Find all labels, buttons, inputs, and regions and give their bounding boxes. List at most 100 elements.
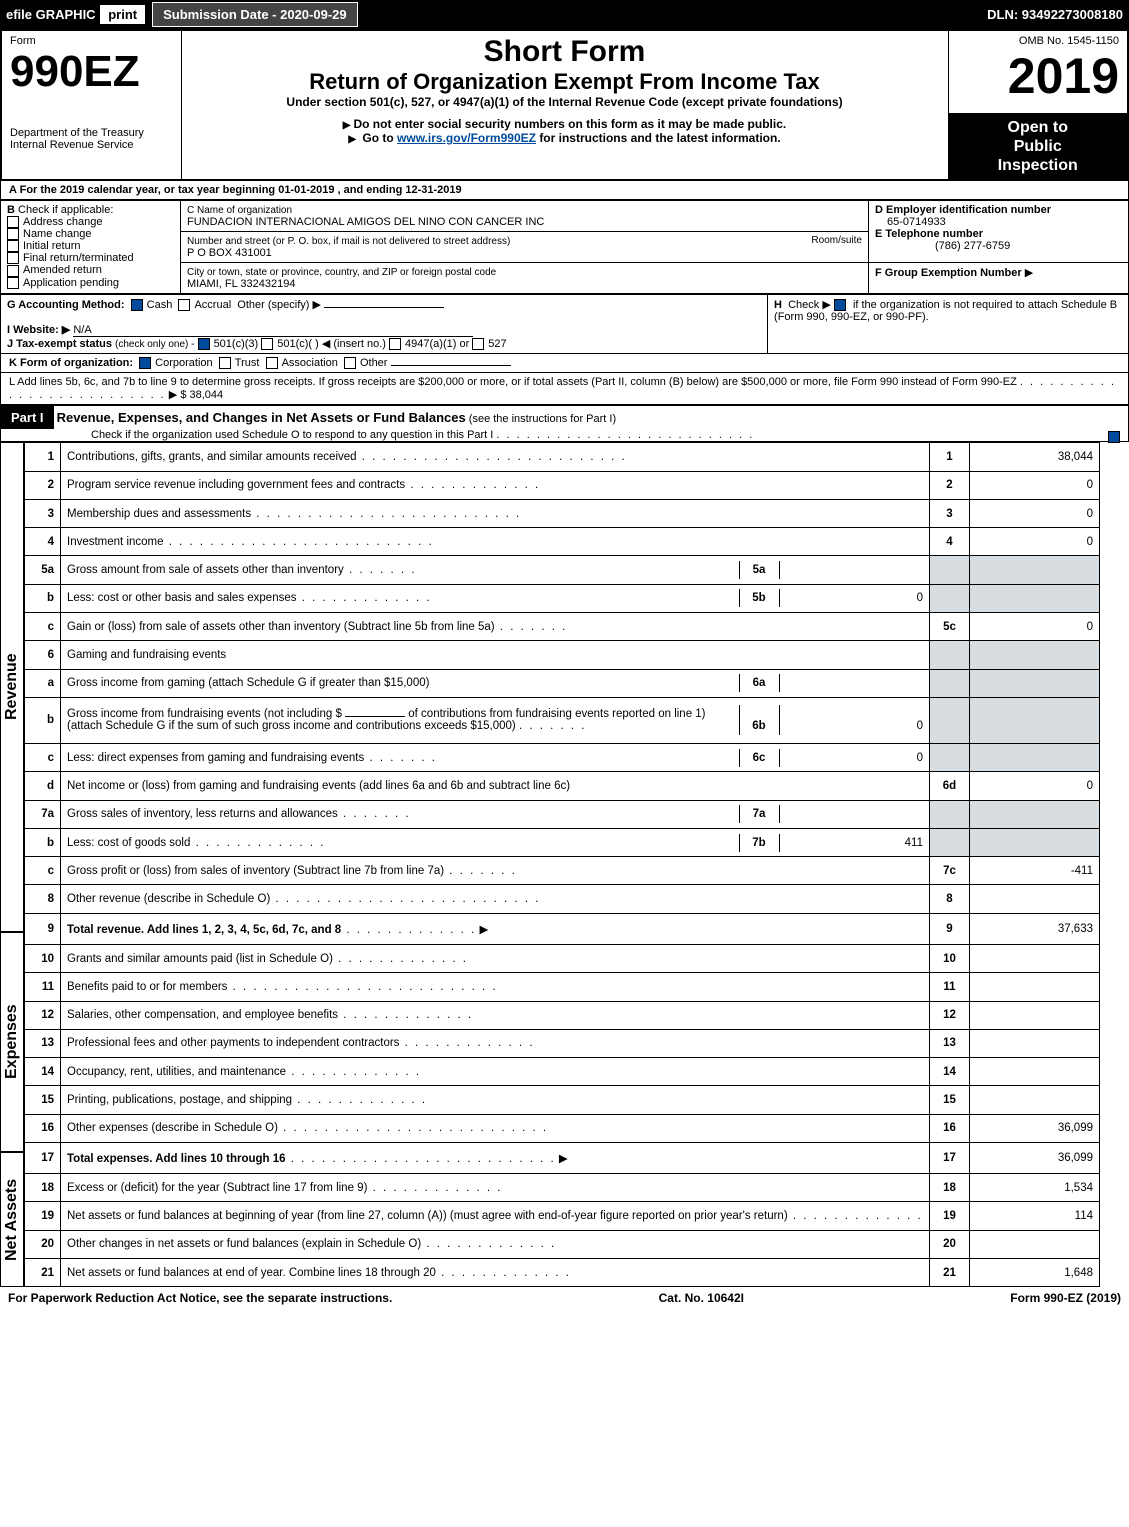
ln8-amt [970,885,1100,913]
chk-assoc[interactable] [266,357,278,369]
chk-name-change[interactable] [7,228,19,240]
dept-label: Department of the Treasury [10,127,173,139]
ln10-num: 10 [25,944,61,972]
chk-accrual[interactable] [178,299,190,311]
opt-501c: 501(c)( ) ◀ (insert no.) [277,338,386,350]
ln12-num: 12 [25,1001,61,1029]
chk-schedule-o[interactable] [1108,431,1120,443]
ln2-num: 2 [25,471,61,499]
ln7a-col [930,800,970,828]
opt-501c3: 501(c)(3) [214,338,259,350]
chk-schedule-b[interactable] [834,299,846,311]
part-1-heading-note: (see the instructions for Part I) [469,413,616,425]
part-1-header-row: Part I Revenue, Expenses, and Changes in… [0,405,1129,442]
ln7c-amt: -411 [970,857,1100,885]
opt-address-change: Address change [23,216,103,228]
chk-other-org[interactable] [344,357,356,369]
ln6c-val: 0 [779,749,929,767]
chk-final-return[interactable] [7,252,19,264]
ln6a-col [930,669,970,697]
chk-corp[interactable] [139,357,151,369]
ln21-amt: 1,648 [970,1259,1100,1287]
ln5a-box: 5a [739,561,779,579]
form-header: Form 990EZ Department of the Treasury In… [0,29,1129,181]
info-grid: B Check if applicable: Address change Na… [0,200,1129,294]
ln10-amt [970,944,1100,972]
other-org-field[interactable] [391,365,511,366]
ln15-text: Printing, publications, postage, and shi… [67,1094,292,1106]
ln4-text: Investment income [67,536,164,548]
box-c-city-label: City or town, state or province, country… [187,267,496,278]
ln5a-col [930,556,970,584]
chk-trust[interactable] [219,357,231,369]
ln1-num: 1 [25,443,61,471]
chk-application-pending[interactable] [7,277,19,289]
footer-mid: Cat. No. 10642I [659,1291,744,1305]
main-body: Revenue Expenses Net Assets 1 Contributi… [0,442,1100,1287]
line-a-text: For the 2019 calendar year, or tax year … [20,184,462,196]
chk-initial-return[interactable] [7,240,19,252]
ln6d-text: Net income or (loss) from gaming and fun… [61,772,930,800]
line-g-label: G Accounting Method: [7,299,125,311]
ln9-col: 9 [930,913,970,944]
ln14-amt [970,1058,1100,1086]
chk-501c[interactable] [261,338,273,350]
ln15-col: 15 [930,1086,970,1114]
chk-527[interactable] [472,338,484,350]
ln20-col: 20 [930,1230,970,1258]
phone-value: (786) 277-6759 [875,240,1010,252]
ln5b-num: b [25,584,61,612]
ln6b-num: b [25,697,61,743]
side-revenue: Revenue [0,442,24,932]
ein-value: 65-0714933 [875,216,946,228]
ln7b-box: 7b [739,834,779,852]
chk-address-change[interactable] [7,216,19,228]
print-button[interactable]: print [99,4,146,25]
chk-4947[interactable] [389,338,401,350]
opt-amended-return: Amended return [23,264,102,276]
other-method-field[interactable] [324,307,444,308]
ln5a-amt [970,556,1100,584]
submission-date-button[interactable]: Submission Date - 2020-09-29 [152,2,358,27]
goto-post: for instructions and the latest informat… [539,131,780,145]
top-bar: efile GRAPHIC print Submission Date - 20… [0,0,1129,29]
opt-4947: 4947(a)(1) or [405,338,469,350]
ln13-col: 13 [930,1029,970,1057]
ln18-text: Excess or (deficit) for the year (Subtra… [67,1182,367,1194]
website-value: N/A [73,324,473,337]
ln6c-amt [970,744,1100,772]
side-expenses: Expenses [0,932,24,1152]
ln6d-num: d [25,772,61,800]
opt-other-org: Other [360,357,388,369]
ln9-amt: 37,633 [970,913,1100,944]
ln11-amt [970,973,1100,1001]
opt-corp: Corporation [155,357,212,369]
opt-name-change: Name change [23,228,92,240]
ln16-text: Other expenses (describe in Schedule O) [67,1122,278,1134]
open-l3: Inspection [957,156,1120,175]
chk-amended-return[interactable] [7,265,19,277]
ln19-text: Net assets or fund balances at beginning… [67,1210,788,1222]
ln4-col: 4 [930,528,970,556]
ln5c-col: 5c [930,613,970,641]
ln2-text: Program service revenue including govern… [67,479,405,491]
irs-link[interactable]: www.irs.gov/Form990EZ [397,131,536,145]
form-title-1: Short Form [190,35,940,69]
ln6b-blank[interactable] [345,716,405,717]
ln3-col: 3 [930,499,970,527]
ln19-col: 19 [930,1202,970,1230]
ln5c-num: c [25,613,61,641]
line-j-label: J Tax-exempt status [7,338,112,350]
line-k-label: K Form of organization: [9,357,133,369]
ln6b-box: 6b [739,705,779,735]
ln6-amt [970,641,1100,669]
ln15-num: 15 [25,1086,61,1114]
ln21-num: 21 [25,1259,61,1287]
box-c-room-label: Room/suite [811,235,862,246]
opt-assoc: Association [282,357,338,369]
chk-cash[interactable] [131,299,143,311]
ln3-text: Membership dues and assessments [67,508,251,520]
chk-501c3[interactable] [198,338,210,350]
ln7b-val: 411 [779,834,929,852]
ln12-text: Salaries, other compensation, and employ… [67,1009,338,1021]
